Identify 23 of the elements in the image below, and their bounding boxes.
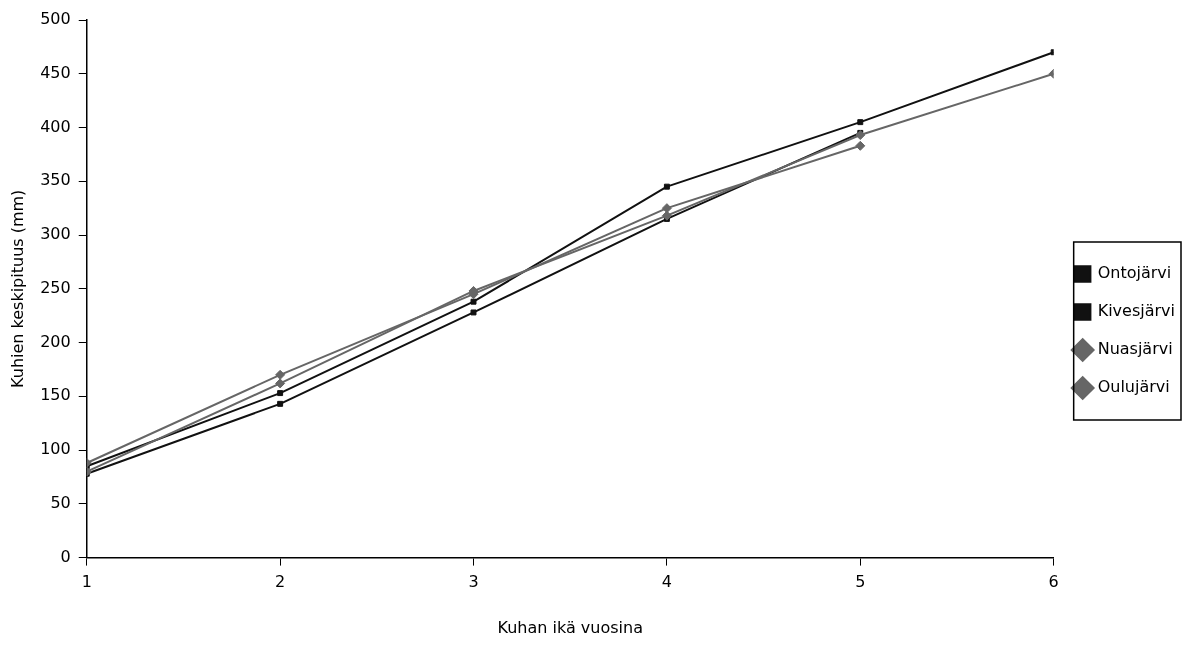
y-tick-label: 300 (40, 224, 71, 244)
legend-label: Ontojärvi (1097, 263, 1172, 283)
y-tick-label: 450 (40, 62, 71, 82)
y-axis-title: Kuhien keskipituus (mm) (7, 189, 27, 388)
y-tick-label: 50 (50, 493, 71, 512)
y-tick-label: 100 (40, 439, 71, 459)
y-tick-label: 500 (40, 9, 71, 29)
y-tick-label: 150 (40, 385, 71, 405)
x-tick-label: 5 (855, 572, 866, 592)
x-tick-label: 4 (661, 572, 672, 592)
x-tick-label: 3 (468, 572, 479, 592)
y-tick-label: 400 (40, 116, 71, 136)
x-axis-title: Kuhan ikä vuosina (497, 617, 643, 637)
y-tick-label: 250 (40, 277, 71, 297)
x-tick-label: 1 (81, 572, 92, 592)
legend-label: Nuasjärvi (1097, 339, 1173, 359)
y-tick-label: 200 (40, 331, 71, 351)
x-tick-label: 2 (275, 572, 286, 592)
x-tick-label: 6 (1048, 572, 1059, 592)
y-tick-label: 350 (40, 170, 71, 190)
legend-label: Kivesjärvi (1097, 301, 1175, 321)
y-tick-label: 0 (60, 546, 71, 566)
legend-label: Oulujärvi (1097, 377, 1170, 397)
